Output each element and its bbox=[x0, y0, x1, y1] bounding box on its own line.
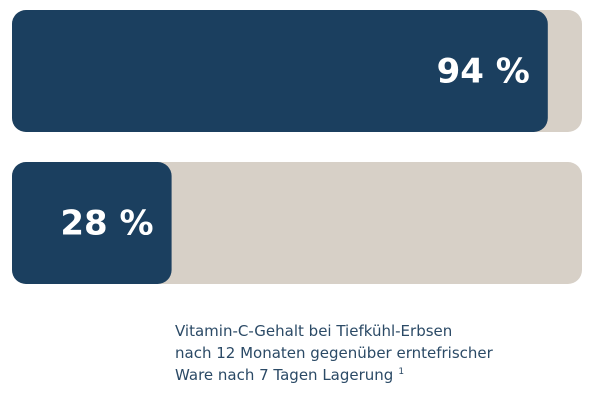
bar bbox=[12, 162, 172, 284]
caption-line: nach 12 Monaten gegenüber erntefrischer bbox=[175, 344, 494, 362]
footnote-marker: 1 bbox=[398, 367, 404, 377]
caption-line: Vitamin-C-Gehalt bei Tiefkühl-Erbsen bbox=[175, 322, 452, 340]
value-label: 28 % bbox=[60, 204, 153, 244]
bar bbox=[12, 10, 548, 132]
value-label: 94 % bbox=[437, 52, 530, 92]
caption-line: Ware nach 7 Tagen Lagerung bbox=[175, 366, 393, 384]
